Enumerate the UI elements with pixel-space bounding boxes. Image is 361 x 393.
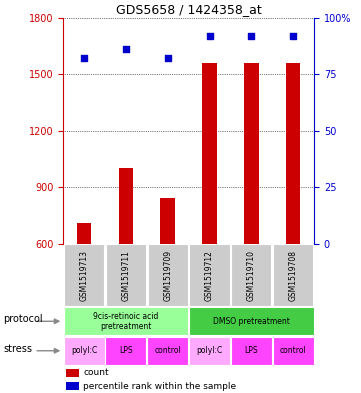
Bar xyxy=(273,244,313,306)
Text: DMSO pretreatment: DMSO pretreatment xyxy=(213,317,290,326)
Bar xyxy=(244,63,259,244)
Point xyxy=(81,55,87,61)
Text: GSM1519708: GSM1519708 xyxy=(289,250,298,301)
Bar xyxy=(64,307,188,335)
Title: GDS5658 / 1424358_at: GDS5658 / 1424358_at xyxy=(116,4,261,17)
Point xyxy=(290,33,296,39)
Text: LPS: LPS xyxy=(119,346,133,355)
Text: GSM1519713: GSM1519713 xyxy=(79,250,88,301)
Bar xyxy=(189,336,230,365)
Text: percentile rank within the sample: percentile rank within the sample xyxy=(83,382,236,391)
Text: GSM1519709: GSM1519709 xyxy=(163,250,172,301)
Bar xyxy=(231,336,272,365)
Bar xyxy=(273,336,314,365)
Text: protocol: protocol xyxy=(4,314,43,324)
Text: count: count xyxy=(83,368,109,377)
Bar xyxy=(160,198,175,244)
Bar xyxy=(202,63,217,244)
Text: GSM1519711: GSM1519711 xyxy=(121,250,130,301)
Bar xyxy=(190,244,230,306)
Bar xyxy=(64,336,105,365)
Bar xyxy=(77,223,91,244)
Bar xyxy=(66,382,79,390)
Text: polyI:C: polyI:C xyxy=(196,346,223,355)
Bar xyxy=(148,244,188,306)
Text: GSM1519712: GSM1519712 xyxy=(205,250,214,301)
Bar xyxy=(147,336,188,365)
Text: LPS: LPS xyxy=(244,346,258,355)
Bar xyxy=(118,168,133,244)
Text: control: control xyxy=(155,346,181,355)
Bar xyxy=(106,244,146,306)
Bar xyxy=(189,307,314,335)
Point xyxy=(165,55,171,61)
Bar xyxy=(105,336,147,365)
Point xyxy=(248,33,254,39)
Bar xyxy=(66,369,79,377)
Text: stress: stress xyxy=(4,344,32,354)
Text: GSM1519710: GSM1519710 xyxy=(247,250,256,301)
Bar xyxy=(231,244,271,306)
Text: 9cis-retinoic acid
pretreatment: 9cis-retinoic acid pretreatment xyxy=(93,312,158,331)
Bar xyxy=(64,244,104,306)
Point xyxy=(123,46,129,52)
Point xyxy=(206,33,212,39)
Text: polyI:C: polyI:C xyxy=(71,346,97,355)
Text: control: control xyxy=(280,346,306,355)
Bar xyxy=(286,63,300,244)
